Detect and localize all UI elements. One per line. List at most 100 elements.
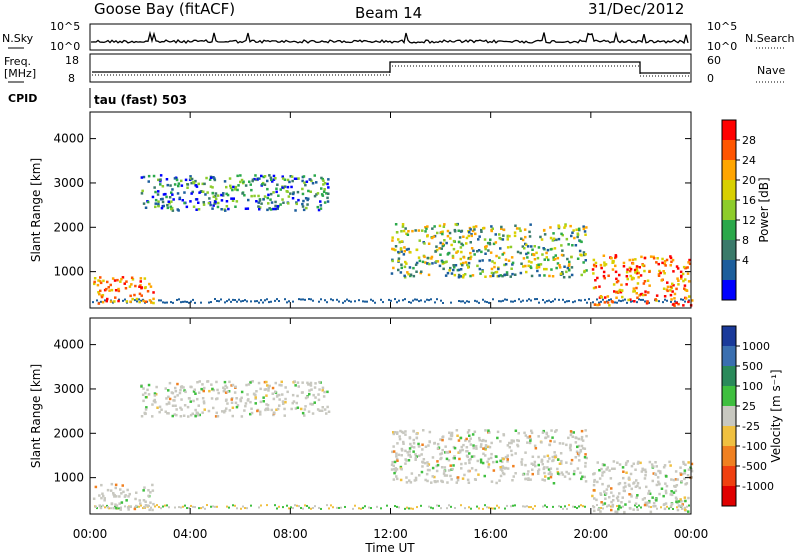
echo-cell [633, 481, 636, 484]
echo-cell [614, 270, 618, 274]
echo-cell [442, 267, 445, 271]
echo-cell [622, 265, 626, 268]
echo-cell [683, 508, 687, 512]
echo-cell [464, 507, 466, 510]
echo-cell [636, 508, 639, 511]
echo-cell [275, 187, 278, 190]
echo-cell [477, 473, 480, 476]
echo-cell [122, 299, 124, 302]
echo-cell [396, 459, 399, 462]
echo-cell [628, 269, 632, 273]
echo-cell [577, 444, 581, 448]
echo-cell [279, 203, 282, 206]
echo-cell [402, 253, 406, 256]
echo-cell [502, 299, 504, 302]
echo-cell [655, 294, 659, 297]
echo-cell [543, 258, 546, 261]
echo-cell [561, 442, 565, 445]
echo-cell [474, 445, 478, 448]
echo-cell [318, 409, 321, 412]
echo-cell [227, 207, 230, 211]
velocity-colorbar-label: Velocity [m s⁻¹] [769, 369, 783, 462]
echo-cell [92, 497, 96, 500]
echo-cell [537, 455, 540, 459]
echo-cell [417, 445, 421, 448]
echo-cell [325, 192, 328, 195]
echo-cell [446, 229, 450, 233]
echo-cell [647, 492, 650, 495]
echo-cell [452, 456, 455, 460]
echo-cell [568, 446, 572, 450]
echo-cell [408, 447, 412, 450]
colorbar-tick-label: 12 [742, 214, 756, 227]
echo-cell [582, 251, 586, 254]
echo-cell [660, 279, 663, 282]
echo-cell [140, 286, 143, 289]
echo-cell [278, 393, 281, 397]
echo-cell [487, 249, 490, 252]
echo-cell [423, 242, 426, 245]
echo-cell [466, 478, 470, 482]
echo-cell [461, 263, 464, 267]
echo-cell [623, 481, 627, 485]
echo-cell [263, 183, 267, 186]
echo-cell [100, 496, 103, 500]
echo-cell [188, 397, 191, 400]
echo-cell [171, 193, 174, 196]
echo-cell [308, 506, 310, 509]
echo-cell [522, 265, 525, 268]
echo-cell [526, 299, 528, 302]
echo-cell [544, 504, 546, 507]
echo-cell [178, 298, 180, 301]
echo-cell [545, 432, 549, 436]
echo-cell [274, 390, 277, 393]
colorbar-tick-label: -25 [742, 420, 760, 433]
echo-cell [115, 495, 118, 498]
echo-cell [541, 462, 544, 466]
echo-cell [392, 445, 395, 448]
echo-cell [606, 466, 609, 469]
echo-cell [572, 431, 575, 434]
echo-cell [452, 239, 456, 243]
echo-cell [690, 469, 694, 473]
echo-cell [523, 431, 526, 435]
echo-cell [402, 431, 405, 435]
echo-cell [478, 436, 481, 440]
echo-cell [278, 398, 281, 401]
echo-cell [405, 476, 408, 479]
echo-cell [326, 301, 328, 304]
echo-cell [625, 270, 629, 274]
echo-cell [275, 408, 278, 411]
echo-cell [149, 501, 152, 504]
echo-cell [288, 180, 291, 184]
echo-cell [560, 505, 562, 508]
echo-cell [274, 504, 276, 507]
echo-cell [440, 299, 442, 302]
echo-cell [622, 261, 626, 265]
echo-cell [614, 254, 618, 257]
echo-cell [431, 475, 434, 478]
echo-cell [506, 504, 508, 507]
echo-cell [317, 393, 320, 396]
echo-cell [442, 225, 446, 228]
echo-cell [543, 479, 546, 482]
echo-cell [190, 300, 192, 303]
echo-cell [479, 272, 482, 275]
echo-cell [669, 464, 672, 467]
echo-cell [158, 299, 160, 302]
echo-cell [556, 472, 560, 475]
echo-cell [623, 510, 626, 514]
echo-cell [531, 472, 534, 476]
echo-cell [499, 468, 503, 471]
echo-cell [643, 497, 646, 500]
echo-cell [548, 274, 551, 278]
echo-cell [435, 469, 439, 473]
echo-cell [459, 449, 462, 452]
echo-cell [439, 452, 442, 456]
echo-cell [327, 410, 331, 413]
echo-cell [470, 467, 474, 470]
echo-cell [680, 277, 683, 280]
echo-cell [657, 273, 661, 276]
echo-cell [640, 506, 642, 509]
echo-cell [240, 300, 242, 303]
